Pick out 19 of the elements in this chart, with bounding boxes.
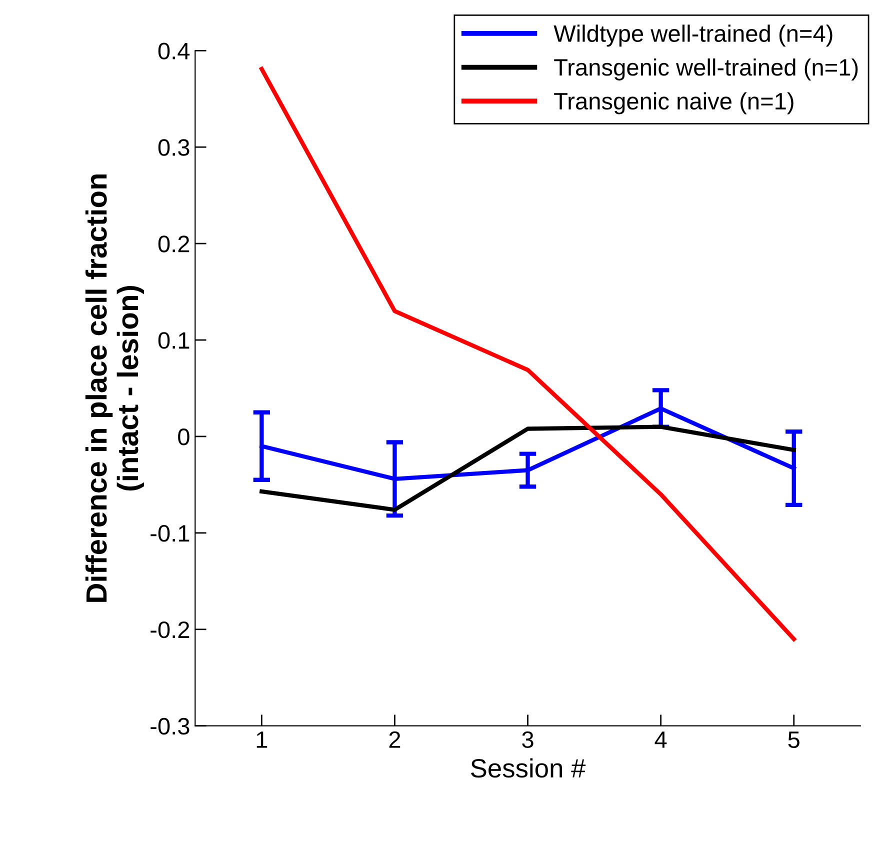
legend-label: Transgenic well-trained (n=1) <box>554 58 858 80</box>
x-tick-label: 2 <box>389 731 400 748</box>
x-axis-title: Session # <box>471 758 586 778</box>
y-tick-label: 0 <box>178 428 190 446</box>
x-tick-label: 3 <box>522 731 534 748</box>
y-tick-label: -0.1 <box>150 524 190 542</box>
y-tick-label: 0.4 <box>158 42 190 60</box>
legend-label: Wildtype well-trained (n=4) <box>554 24 832 47</box>
y-tick-label: 0.3 <box>158 139 190 156</box>
y-tick-label: 0.2 <box>158 236 190 252</box>
x-tick-label: 1 <box>256 732 268 748</box>
y-tick-label: -0.2 <box>150 621 190 638</box>
x-tick-label: 4 <box>654 732 667 748</box>
y-axis-title: Difference in place cell fraction (intact - lesion) <box>85 174 144 602</box>
legend-label: Transgenic naive (n=1) <box>554 92 794 114</box>
line-series <box>260 424 796 512</box>
y-tick-label: -0.3 <box>150 718 190 735</box>
x-tick-label: 5 <box>788 732 800 748</box>
y-tick-label: 0.1 <box>158 332 190 349</box>
